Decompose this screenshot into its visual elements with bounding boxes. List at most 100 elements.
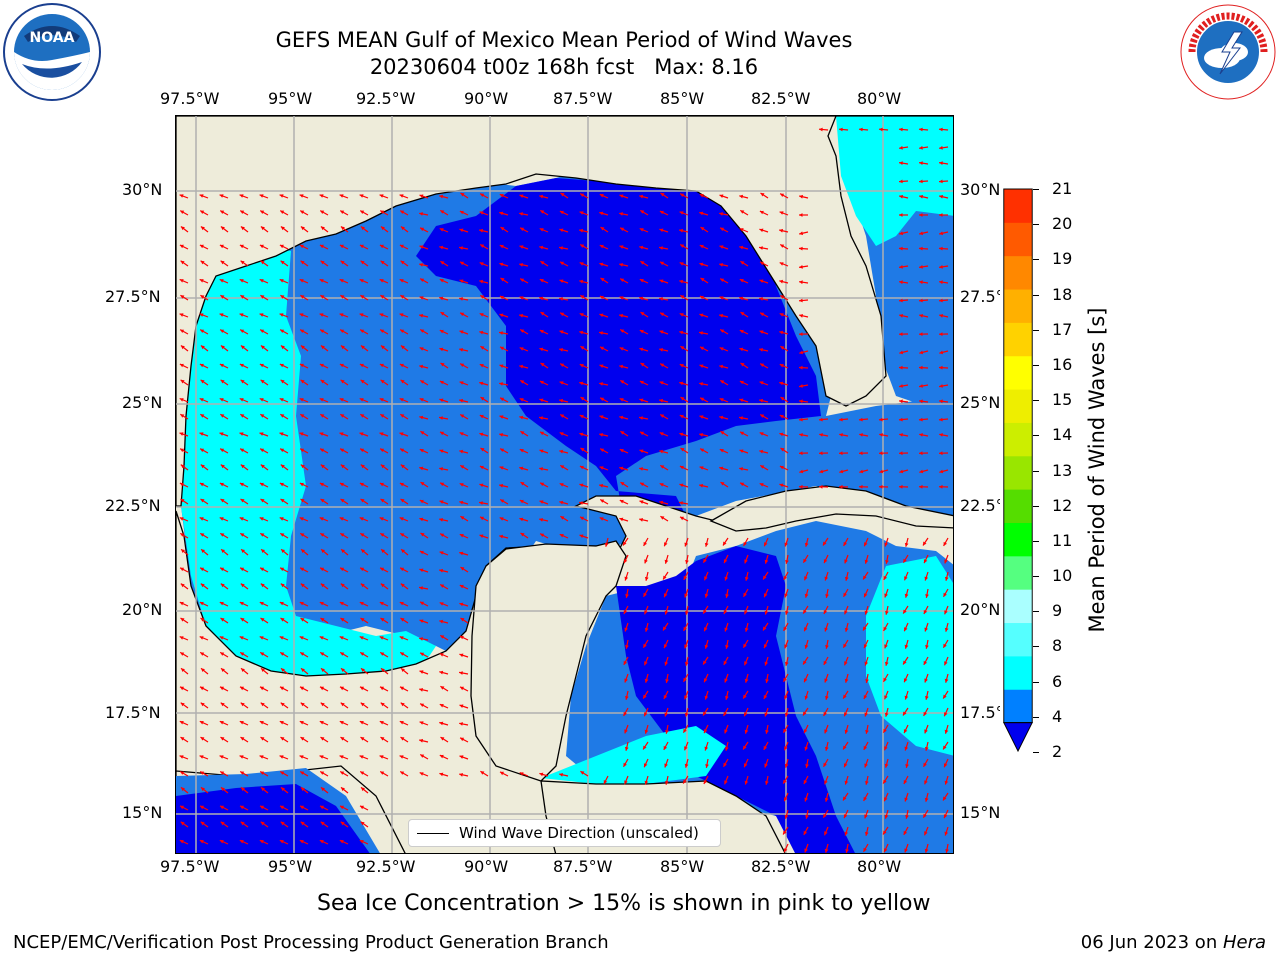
wave-vector-arrowhead [479,501,483,505]
wave-vector-arrowhead [843,592,847,597]
wave-vector-arrowhead [499,262,504,267]
wave-vector-arrowhead [480,346,485,350]
wave-vector-arrowhead [623,711,627,716]
wave-vector-arrowhead [924,627,928,632]
wave-vector-arrowhead [220,464,225,469]
wave-vector-arrowhead [419,721,424,725]
wave-vector-arrowhead [459,449,464,454]
wave-vector-arrowhead [399,194,404,198]
wave-vector-arrowhead [419,398,424,402]
wave-vector-arrowhead [679,364,684,368]
wave-vector-arrowhead [679,313,684,317]
wave-vector-arrowhead [879,417,883,422]
wave-vector-arrowhead [299,517,304,521]
wave-vector-arrowhead [240,345,245,350]
wave-vector-arrowhead [379,517,384,521]
wave-vector-arrowhead [401,549,405,553]
wave-vector-arrowhead [740,261,745,265]
wave-vector-arrowhead [240,583,245,588]
wave-vector-arrowhead [944,712,948,717]
wave-vector-arrowhead [640,261,645,265]
wave-vector-arrowhead [400,533,405,537]
wave-vector-arrowhead [179,398,184,402]
wave-vector-arrowhead [260,414,265,418]
wave-vector-arrowhead [379,636,384,640]
wave-vector-arrowhead [939,384,943,388]
wave-vector-arrowhead [943,592,947,597]
wave-vector-arrowhead [499,433,503,437]
wave-vector-arrowhead [180,618,185,622]
wave-vector-arrowhead [624,627,628,632]
wave-vector-arrowhead [739,296,744,301]
colorbar-segment [1003,589,1033,624]
wave-vector-arrowhead [939,145,943,150]
wave-vector-arrowhead [899,298,903,303]
wave-vector-arrowhead [240,260,245,265]
wave-vector-arrowhead [180,226,185,231]
wave-vector-arrowhead [779,262,784,266]
wave-vector-arrowhead [320,652,325,656]
wave-vector-arrowhead [899,399,903,404]
wave-vector-arrowhead [460,567,465,571]
wave-vector-arrowhead [419,637,423,641]
wave-vector-arrowhead [779,483,784,488]
wave-vector-arrowhead [180,448,185,453]
wave-vector-arrowhead [899,384,903,388]
wave-vector-arrowhead [944,610,948,615]
wave-vector-arrowhead [440,482,445,487]
wave-vector-arrowhead [360,567,365,572]
wave-vector-arrowhead [319,482,324,487]
wave-vector-arrowhead [300,295,305,299]
wave-vector-arrowhead [279,244,284,249]
wave-vector-arrowhead [280,295,285,299]
wave-vector-arrowhead [180,499,185,503]
wave-vector-arrowhead [439,245,444,250]
wave-vector-arrowhead [341,787,345,792]
wave-vector-arrowhead [864,814,868,819]
wave-vector-arrowhead [459,398,464,403]
wave-vector-arrowhead [904,797,908,802]
wave-vector-arrowhead [939,280,943,285]
wave-vector-arrowhead [699,295,704,300]
wave-vector-arrowhead [399,363,404,368]
wave-vector-arrowhead [260,821,265,826]
wave-vector-arrowhead [260,533,265,537]
wave-vector-arrowhead [560,261,564,266]
wave-vector-arrowhead [579,330,584,335]
wave-vector-arrowhead [923,762,927,767]
wave-vector-arrowhead [400,686,404,691]
wave-vector-arrowhead [260,448,265,453]
wave-vector-arrowhead [281,549,285,553]
wave-vector-arrowhead [599,331,603,335]
wave-vector-arrowhead [439,721,444,726]
wave-vector-arrowhead [459,432,464,436]
wave-vector-arrowhead [944,576,949,581]
wave-vector-arrowhead [803,780,808,784]
wave-vector-arrowhead [704,627,708,632]
wave-vector-arrowhead [540,431,544,436]
wave-vector-arrowhead [764,763,768,768]
wave-vector-arrowhead [863,796,867,801]
wave-vector-arrowhead [520,380,525,384]
wave-vector-arrowhead [779,465,784,470]
footer-date: 06 Jun 2023 on Hera [1081,932,1266,953]
wave-vector-arrowhead [923,660,928,665]
wave-vector-arrowhead [280,686,284,691]
wave-vector-arrowhead [200,448,205,453]
wave-vector-arrowhead [241,668,245,672]
wave-vector-arrowhead [460,465,465,469]
wave-vector-arrowhead [804,848,808,853]
wave-vector-arrowhead [944,678,949,683]
wave-vector-arrowhead [725,594,729,598]
wave-vector-arrowhead [759,210,764,215]
wave-vector-arrowhead [180,329,185,333]
wave-vector-arrowhead [200,567,205,572]
wave-vector-arrowhead [924,746,929,751]
wave-vector-arrowhead [863,745,868,750]
map-legend: Wind Wave Direction (unscaled) [408,819,721,847]
wave-vector-arrowhead [679,381,684,386]
wave-vector-arrowhead [663,575,667,580]
wave-vector-arrowhead [743,745,747,750]
wave-vector-arrowhead [280,771,285,775]
wave-vector-arrowhead [480,193,485,197]
